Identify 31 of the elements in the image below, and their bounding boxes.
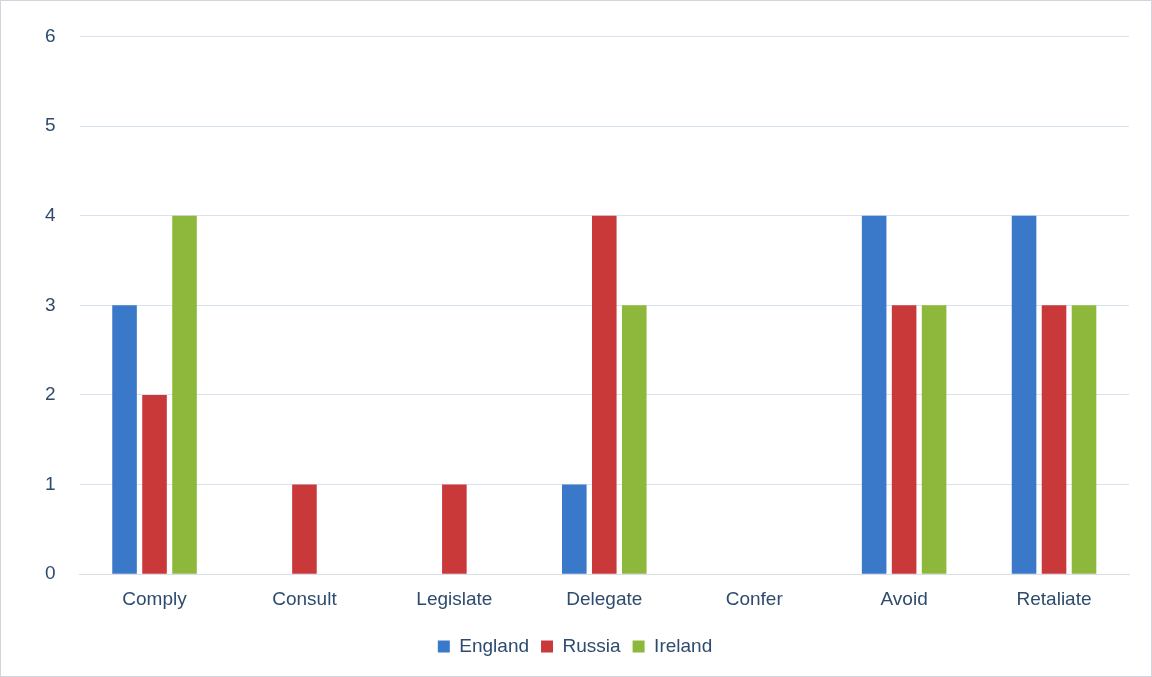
bar (621, 305, 647, 574)
x-tick-label: Comply (122, 587, 188, 609)
bar (292, 484, 317, 574)
bar (1041, 305, 1067, 574)
y-tick-label: 1 (44, 472, 56, 494)
legend-label: England (459, 634, 530, 656)
bar (861, 215, 887, 574)
y-tick-label: 4 (44, 203, 56, 225)
x-tick-label: Delegate (566, 587, 643, 609)
y-tick-label: 5 (44, 114, 56, 136)
bar (921, 305, 947, 574)
bar (562, 484, 587, 574)
x-tick-label: Legislate (416, 587, 493, 609)
x-tick-label: Avoid (880, 587, 928, 609)
bar (442, 484, 467, 574)
legend-label: Russia (562, 634, 622, 656)
y-tick-label: 0 (44, 562, 56, 584)
bar (1071, 305, 1097, 574)
legend-label: Ireland (654, 634, 713, 656)
y-tick-label: 6 (44, 24, 56, 46)
x-tick-label: Retaliate (1016, 587, 1092, 609)
bar (172, 215, 197, 574)
x-tick-label: Confer (725, 587, 784, 609)
bar (591, 215, 617, 574)
bar (891, 305, 917, 574)
bar (112, 305, 137, 574)
bar (1011, 215, 1037, 574)
x-tick-label: Consult (272, 587, 338, 609)
y-tick-label: 2 (44, 383, 56, 405)
bar (142, 394, 167, 574)
y-tick-label: 3 (44, 293, 56, 315)
